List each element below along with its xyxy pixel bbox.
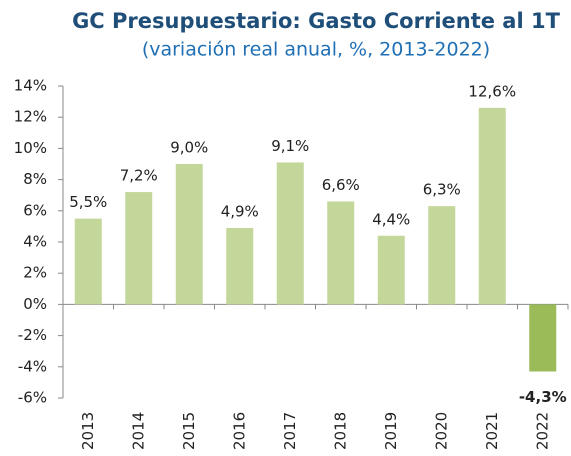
bar bbox=[175, 164, 203, 305]
x-tick-label: 2014 bbox=[129, 412, 147, 450]
y-tick-label: 2% bbox=[23, 264, 47, 282]
bar bbox=[327, 201, 355, 305]
bar bbox=[478, 107, 506, 305]
value-label: 9,1% bbox=[271, 137, 309, 155]
bar bbox=[125, 192, 153, 305]
bar bbox=[428, 206, 456, 305]
bar bbox=[226, 227, 254, 305]
y-tick-label: -4% bbox=[18, 357, 47, 375]
y-tick-label: 12% bbox=[14, 108, 47, 126]
y-tick-label: -2% bbox=[18, 326, 47, 344]
x-tick-label: 2022 bbox=[533, 412, 551, 450]
x-tick-label: 2015 bbox=[180, 412, 198, 450]
x-tick-label: 2020 bbox=[432, 412, 450, 450]
value-label: 5,5% bbox=[69, 193, 107, 211]
x-tick-label: 2018 bbox=[331, 412, 349, 450]
value-label: 7,2% bbox=[120, 167, 158, 185]
value-label: 6,6% bbox=[322, 176, 360, 194]
chart-subtitle: (variación real anual, %, 2013-2022) bbox=[142, 39, 490, 61]
value-label: 6,3% bbox=[423, 181, 461, 199]
x-tick-label: 2021 bbox=[483, 412, 501, 450]
y-tick-label: 8% bbox=[23, 170, 47, 188]
x-tick-label: 2017 bbox=[281, 412, 299, 450]
bar bbox=[276, 162, 304, 305]
y-tick-label: 6% bbox=[23, 201, 47, 219]
value-label: 4,9% bbox=[221, 202, 259, 220]
x-tick-label: 2016 bbox=[230, 412, 248, 450]
value-label: 12,6% bbox=[468, 82, 516, 100]
y-tick-label: 14% bbox=[14, 77, 47, 95]
bar bbox=[529, 304, 557, 372]
y-tick-label: 0% bbox=[23, 295, 47, 313]
value-label: 4,4% bbox=[372, 210, 410, 228]
bar bbox=[377, 235, 405, 305]
y-tick-label: 4% bbox=[23, 233, 47, 251]
y-tick-label: 10% bbox=[14, 139, 47, 157]
chart-title: GC Presupuestario: Gasto Corriente al 1T bbox=[72, 9, 561, 33]
x-tick-label: 2013 bbox=[79, 412, 97, 450]
x-tick-label: 2019 bbox=[382, 412, 400, 450]
bar bbox=[74, 218, 102, 305]
value-label: -4,3% bbox=[519, 388, 567, 406]
y-tick-label: -6% bbox=[18, 389, 47, 407]
value-label: 9,0% bbox=[170, 139, 208, 157]
